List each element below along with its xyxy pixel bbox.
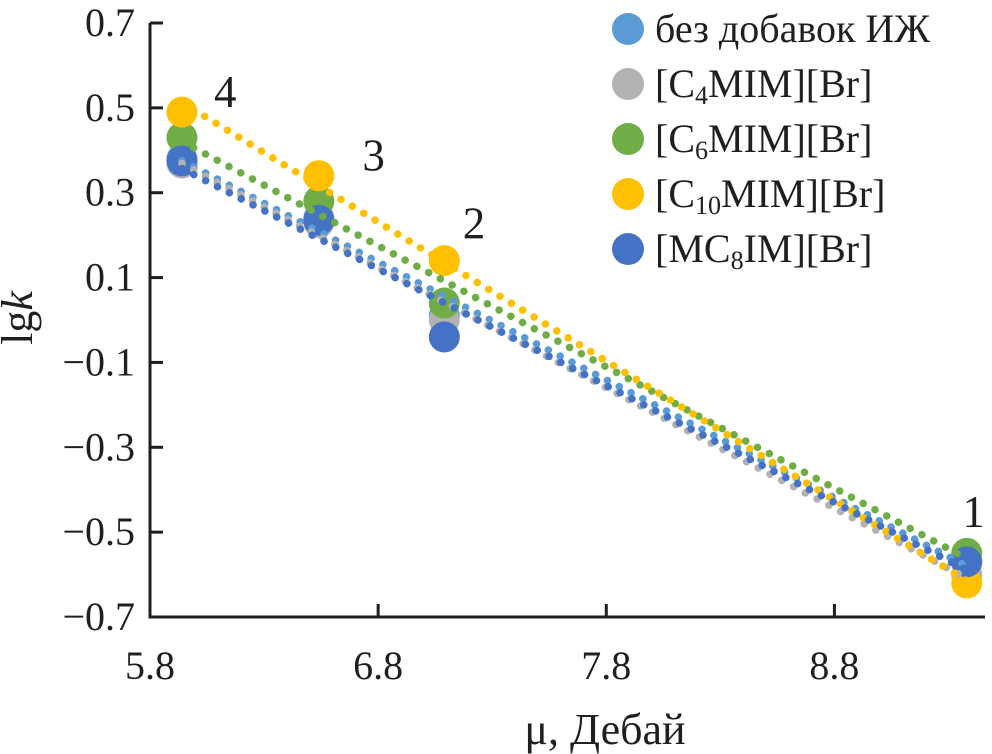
legend-marker-icon <box>612 122 644 155</box>
legend-item: [MC8IM][Br] <box>612 221 930 276</box>
legend-item-label: [C4MIM][Br] <box>655 60 873 108</box>
series-marker <box>166 122 198 154</box>
legend-marker-icon <box>612 232 644 265</box>
series-marker <box>303 160 335 192</box>
series-marker <box>166 96 198 128</box>
legend-marker-icon <box>612 67 644 100</box>
series-marker <box>428 321 460 353</box>
legend-marker-icon <box>612 177 644 210</box>
x-tick-label: 5.8 <box>125 643 175 688</box>
y-tick-label: −0.7 <box>62 594 135 639</box>
y-tick-label: −0.1 <box>62 339 135 384</box>
x-tick-label: 6.8 <box>353 643 403 688</box>
legend-label-text: MIM][Br] <box>708 115 873 161</box>
y-tick-label: 0.3 <box>85 170 135 215</box>
y-tick-label: 0.1 <box>85 255 135 300</box>
y-tick-label: 0.7 <box>85 0 135 45</box>
legend: без добавок ИЖ [C4MIM][Br] [C6MIM][Br] [… <box>612 1 930 276</box>
legend-item-label: без добавок ИЖ <box>655 5 931 51</box>
legend-item-label: [C10MIM][Br] <box>655 170 886 218</box>
legend-item: без добавок ИЖ <box>612 1 930 56</box>
legend-item: [C4MIM][Br] <box>612 56 930 111</box>
legend-item: [C10MIM][Br] <box>612 166 930 221</box>
legend-item-label: [C6MIM][Br] <box>655 115 873 163</box>
legend-label-text: MIM][Br] <box>721 170 886 216</box>
legend-label-text: без добавок ИЖ <box>655 5 931 51</box>
y-axis-title: lgk <box>0 290 42 345</box>
legend-marker-icon <box>612 12 644 45</box>
point-label: 3 <box>362 131 385 181</box>
y-tick-label: 0.5 <box>85 85 135 130</box>
series-trendline <box>178 157 971 570</box>
x-tick-label: 8.8 <box>809 643 859 688</box>
x-tick-label: 7.8 <box>581 643 631 688</box>
legend-label-text: [C <box>655 115 695 161</box>
legend-label-subscript: 4 <box>695 80 708 110</box>
series-trendline <box>178 164 971 574</box>
y-tick-label: −0.3 <box>62 424 135 469</box>
legend-label-text: [MC <box>655 225 731 271</box>
legend-label-text: [C <box>655 60 695 106</box>
legend-label-subscript: 8 <box>730 245 744 275</box>
point-label: 1 <box>962 487 985 537</box>
legend-item: [C6MIM][Br] <box>612 111 930 166</box>
legend-item-label: [MC8IM][Br] <box>655 225 873 273</box>
legend-label-text: IM][Br] <box>743 225 873 271</box>
point-label: 4 <box>214 67 237 117</box>
x-axis-title: μ, Дебай <box>524 705 685 754</box>
point-label: 2 <box>463 199 486 249</box>
y-tick-label: −0.5 <box>62 509 135 554</box>
series-trendline <box>178 137 971 563</box>
legend-label-subscript: 6 <box>695 135 708 165</box>
legend-label-text: MIM][Br] <box>708 60 873 106</box>
legend-label-text: [C <box>655 170 695 216</box>
legend-label-subscript: 10 <box>695 190 721 220</box>
